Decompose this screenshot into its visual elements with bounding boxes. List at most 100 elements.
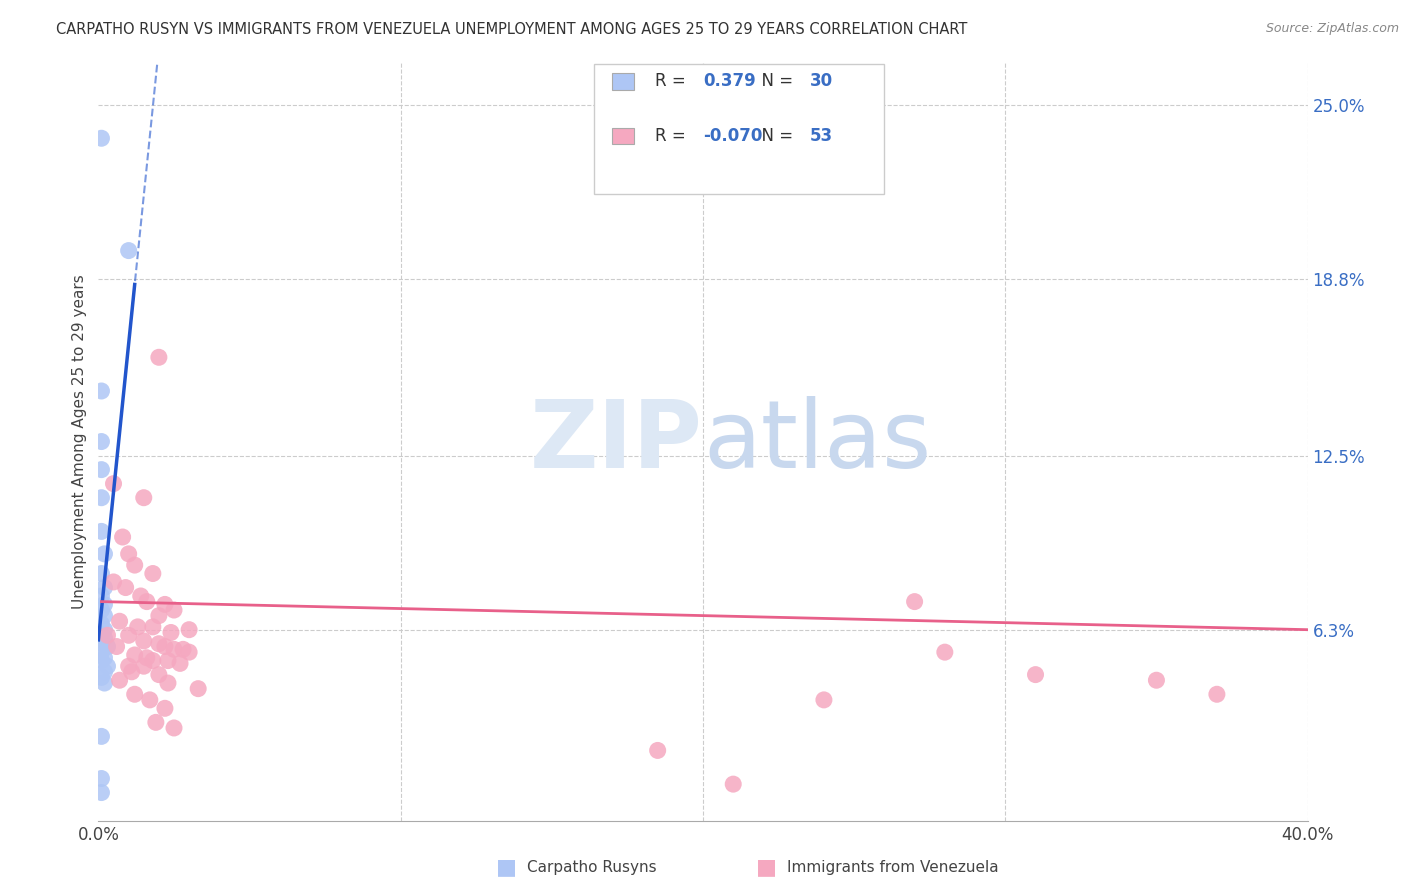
Point [148,351,170,365]
Point [156,654,179,668]
Point [124,558,146,573]
Point [139,693,162,707]
Point [105,640,128,654]
Point [179,623,201,637]
Point [90,730,112,744]
Point [723,777,745,791]
Point [132,659,155,673]
Point [108,614,131,628]
Point [118,244,141,258]
Point [163,642,186,657]
Point [90,617,112,632]
Point [93,598,115,612]
Point [118,547,141,561]
Point [93,650,115,665]
Point [187,681,209,696]
Point [93,665,115,679]
Point [90,131,112,145]
Text: atlas: atlas [703,395,931,488]
Point [93,581,115,595]
Point [121,665,143,679]
Point [96,640,118,654]
Point [96,628,118,642]
Point [90,589,112,603]
Y-axis label: Unemployment Among Ages 25 to 29 years: Unemployment Among Ages 25 to 29 years [72,274,87,609]
Bar [613,128,634,145]
Point [124,687,146,701]
Text: Immigrants from Venezuela: Immigrants from Venezuela [787,860,1000,874]
Text: Source: ZipAtlas.com: Source: ZipAtlas.com [1265,22,1399,36]
Point [135,650,157,665]
Text: -0.070: -0.070 [703,127,762,145]
Point [90,434,112,449]
Point [934,645,956,659]
Point [153,701,176,715]
Point [1024,667,1046,681]
Point [813,693,835,707]
Text: N =: N = [751,127,799,145]
Bar [613,73,634,90]
Point [90,462,112,476]
Point [90,670,112,684]
Text: 30: 30 [810,72,832,90]
Point [156,676,179,690]
Point [93,623,115,637]
Point [93,631,115,645]
Point [153,598,176,612]
Point [129,589,152,603]
Text: R =: R = [655,72,690,90]
Point [93,547,115,561]
Text: CARPATHO RUSYN VS IMMIGRANTS FROM VENEZUELA UNEMPLOYMENT AMONG AGES 25 TO 29 YEA: CARPATHO RUSYN VS IMMIGRANTS FROM VENEZU… [56,22,967,37]
Text: 53: 53 [810,127,832,145]
Point [127,620,149,634]
Point [148,667,170,681]
Point [103,574,125,589]
Point [103,476,125,491]
Point [90,637,112,651]
Text: ■: ■ [756,857,776,877]
Text: R =: R = [655,127,690,145]
Point [90,645,112,659]
Point [148,637,170,651]
Point [96,659,118,673]
Point [114,581,136,595]
Point [90,654,112,668]
Point [904,594,927,608]
Point [172,642,194,657]
Point [124,648,146,662]
Point [647,743,669,757]
Point [90,603,112,617]
Text: 0.379: 0.379 [703,72,756,90]
Point [153,640,176,654]
Point [169,657,191,671]
Point [132,491,155,505]
Point [93,676,115,690]
Point [90,628,112,642]
Point [118,628,141,642]
Point [142,620,165,634]
Point [90,524,112,539]
Point [111,530,134,544]
Point [160,625,183,640]
Point [132,634,155,648]
Point [145,715,167,730]
Point [118,659,141,673]
Point [90,491,112,505]
FancyBboxPatch shape [595,64,884,194]
Text: Carpatho Rusyns: Carpatho Rusyns [527,860,657,874]
Point [148,608,170,623]
Point [108,673,131,688]
Point [135,594,157,608]
Text: N =: N = [751,72,799,90]
Point [163,721,186,735]
Point [90,384,112,398]
Point [90,786,112,800]
Point [93,608,115,623]
Point [142,654,165,668]
Point [1206,687,1229,701]
Text: ZIP: ZIP [530,395,703,488]
Point [163,603,186,617]
Point [90,566,112,581]
Text: ■: ■ [496,857,516,877]
Point [142,566,165,581]
